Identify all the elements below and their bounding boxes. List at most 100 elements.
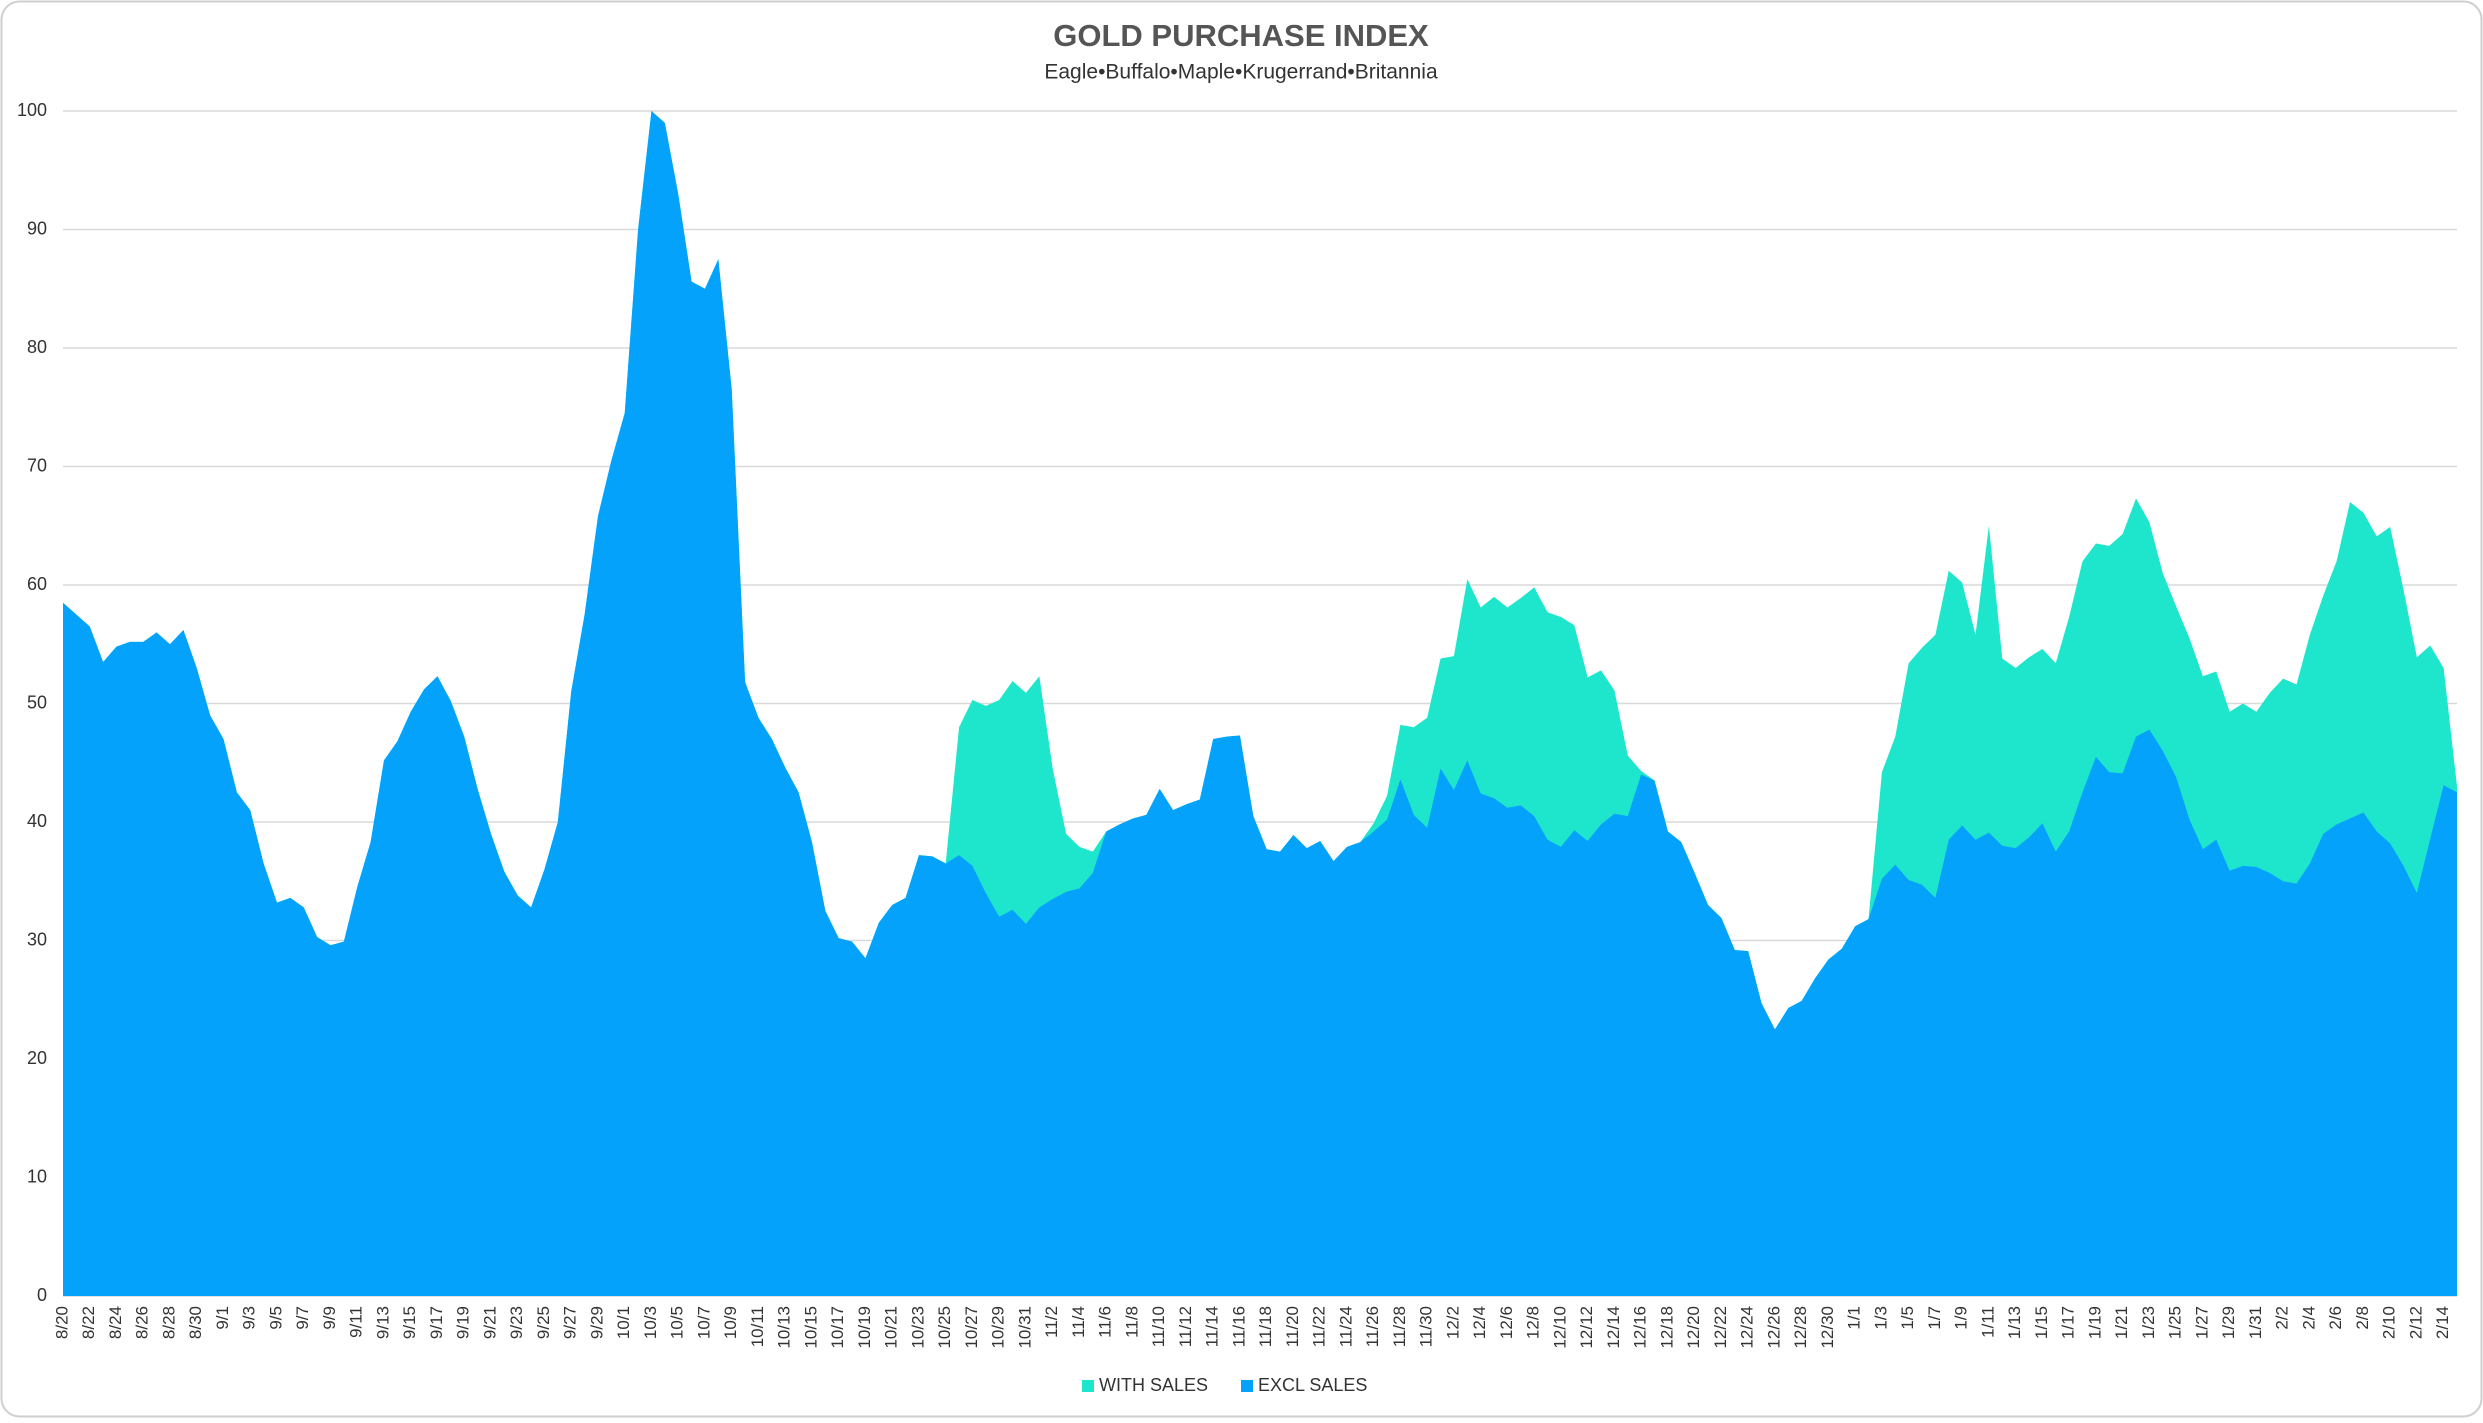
x-tick-label: 11/22	[1310, 1306, 1329, 1347]
x-tick-label: 1/31	[2246, 1306, 2265, 1339]
x-tick-label: 10/21	[882, 1306, 901, 1349]
x-tick-label: 12/10	[1550, 1306, 1569, 1349]
x-tick-label: 12/26	[1764, 1306, 1783, 1349]
legend-label: EXCL SALES	[1258, 1375, 1367, 1395]
x-tick-label: 1/7	[1925, 1306, 1944, 1330]
x-tick-label: 1/17	[2059, 1306, 2078, 1339]
y-tick-label: 0	[37, 1285, 47, 1305]
legend-swatch	[1241, 1380, 1253, 1392]
x-tick-label: 9/23	[507, 1306, 526, 1339]
y-tick-label: 90	[27, 218, 47, 238]
x-tick-label: 11/2	[1042, 1306, 1061, 1338]
x-tick-label: 2/12	[2406, 1306, 2425, 1339]
x-tick-label: 1/29	[2219, 1306, 2238, 1339]
x-tick-label: 9/19	[454, 1306, 473, 1339]
x-tick-label: 9/21	[480, 1306, 499, 1339]
x-tick-label: 11/14	[1203, 1306, 1222, 1347]
x-tick-label: 12/24	[1738, 1306, 1757, 1349]
x-tick-label: 8/30	[186, 1306, 205, 1339]
x-tick-label: 12/22	[1711, 1306, 1730, 1349]
x-tick-label: 2/8	[2353, 1306, 2372, 1330]
area	[63, 111, 2457, 1296]
x-tick-label: 10/5	[668, 1306, 687, 1339]
x-tick-label: 12/8	[1524, 1306, 1543, 1339]
y-tick-label: 20	[27, 1048, 47, 1068]
y-tick-label: 80	[27, 337, 47, 357]
x-tick-label: 8/24	[106, 1306, 125, 1339]
x-tick-label: 12/16	[1631, 1306, 1650, 1349]
x-tick-label: 11/10	[1149, 1306, 1168, 1347]
x-tick-label: 12/18	[1657, 1306, 1676, 1349]
x-tick-label: 10/29	[989, 1306, 1008, 1349]
y-tick-label: 40	[27, 811, 47, 831]
x-tick-label: 10/7	[694, 1306, 713, 1339]
x-tick-label: 9/13	[373, 1306, 392, 1339]
x-tick-label: 11/4	[1069, 1306, 1088, 1338]
x-tick-label: 12/14	[1604, 1306, 1623, 1349]
y-tick-label: 50	[27, 692, 47, 712]
x-tick-label: 10/19	[855, 1306, 874, 1349]
y-tick-label: 60	[27, 574, 47, 594]
x-tick-label: 1/5	[1898, 1306, 1917, 1330]
x-tick-label: 9/9	[320, 1306, 339, 1330]
x-tick-label: 11/30	[1417, 1306, 1436, 1347]
x-tick-label: 1/21	[2112, 1306, 2131, 1339]
x-tick-label: 1/3	[1871, 1306, 1890, 1330]
x-tick-label: 9/3	[240, 1306, 259, 1330]
x-tick-label: 2/10	[2380, 1306, 2399, 1339]
x-tick-label: 8/28	[159, 1306, 178, 1339]
x-tick-label: 1/9	[1952, 1306, 1971, 1330]
x-tick-label: 11/8	[1122, 1306, 1141, 1338]
x-tick-label: 9/17	[427, 1306, 446, 1339]
x-tick-label: 10/17	[828, 1306, 847, 1349]
x-tick-label: 1/23	[2139, 1306, 2158, 1339]
x-tick-label: 9/25	[534, 1306, 553, 1339]
x-tick-label: 1/15	[2032, 1306, 2051, 1339]
x-tick-label: 8/26	[133, 1306, 152, 1339]
x-tick-label: 11/18	[1256, 1306, 1275, 1347]
x-tick-label: 2/14	[2433, 1306, 2452, 1339]
x-tick-label: 9/27	[561, 1306, 580, 1339]
x-tick-label: 9/11	[347, 1306, 366, 1338]
x-tick-label: 1/19	[2085, 1306, 2104, 1339]
x-tick-label: 10/13	[775, 1306, 794, 1349]
x-tick-label: 10/1	[614, 1306, 633, 1339]
x-tick-label: 12/28	[1791, 1306, 1810, 1349]
chart-title: GOLD PURCHASE INDEX	[1053, 18, 1429, 53]
y-tick-label: 100	[17, 100, 47, 120]
x-tick-label: 2/4	[2299, 1306, 2318, 1330]
x-tick-label: 11/12	[1176, 1306, 1195, 1347]
y-tick-label: 10	[27, 1166, 47, 1186]
x-tick-label: 12/6	[1497, 1306, 1516, 1339]
x-tick-label: 10/25	[935, 1306, 954, 1349]
legend: WITH SALES EXCL SALES	[1082, 1375, 1367, 1395]
y-tick-label: 70	[27, 455, 47, 475]
x-tick-label: 9/1	[213, 1306, 232, 1330]
x-tick-label: 10/31	[1015, 1306, 1034, 1349]
x-tick-label: 10/27	[962, 1306, 981, 1349]
x-tick-label: 8/22	[79, 1306, 98, 1339]
x-tick-label: 10/15	[801, 1306, 820, 1349]
x-tick-label: 11/28	[1390, 1306, 1409, 1347]
chart-subtitle: Eagle•Buffalo•Maple•Krugerrand•Britannia	[1044, 61, 1438, 84]
x-tick-label: 8/20	[52, 1306, 71, 1339]
legend-swatch	[1082, 1380, 1094, 1392]
x-tick-label: 1/13	[2005, 1306, 2024, 1339]
legend-label: WITH SALES	[1099, 1375, 1208, 1395]
x-tick-label: 11/16	[1229, 1306, 1248, 1347]
x-tick-label: 12/4	[1470, 1306, 1489, 1339]
x-tick-label: 1/11	[1978, 1306, 1997, 1338]
x-tick-label: 11/6	[1096, 1306, 1115, 1338]
x-tick-label: 2/2	[2273, 1306, 2292, 1330]
x-tick-label: 10/11	[748, 1306, 767, 1347]
x-tick-label: 12/20	[1684, 1306, 1703, 1349]
y-tick-label: 30	[27, 929, 47, 949]
x-tick-label: 9/5	[266, 1306, 285, 1330]
x-tick-label: 1/27	[2192, 1306, 2211, 1339]
x-tick-label: 10/23	[908, 1306, 927, 1349]
x-tick-label: 12/12	[1577, 1306, 1596, 1349]
x-tick-label: 11/20	[1283, 1306, 1302, 1347]
x-tick-label: 2/6	[2326, 1306, 2345, 1330]
x-tick-label: 1/25	[2166, 1306, 2185, 1339]
